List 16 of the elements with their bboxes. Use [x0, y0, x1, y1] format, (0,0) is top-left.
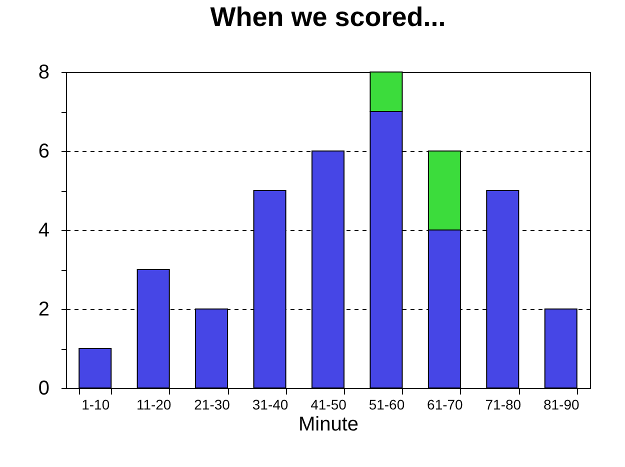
x-tick-label: 51-60 [368, 396, 405, 412]
x-tick-label: 31-40 [252, 396, 288, 412]
y-tick-label: 2 [38, 298, 50, 320]
x-axis-title: Minute [298, 414, 359, 436]
x-tick-label: 21-30 [194, 396, 230, 412]
x-tick-label: 41-50 [310, 396, 347, 412]
y-tick-label: 8 [38, 62, 50, 84]
y-tick-label: 0 [38, 378, 50, 400]
x-tick-label: 1-10 [82, 396, 110, 412]
x-tick-label: 61-70 [427, 396, 464, 412]
x-tick-label: 81-90 [543, 396, 580, 412]
x-tick-label: 71-80 [485, 396, 522, 412]
x-tick-label: 11-20 [136, 396, 172, 412]
y-tick-label: 4 [38, 220, 50, 242]
chart-title: When we scored... [210, 2, 446, 32]
y-tick-label: 6 [38, 140, 50, 162]
